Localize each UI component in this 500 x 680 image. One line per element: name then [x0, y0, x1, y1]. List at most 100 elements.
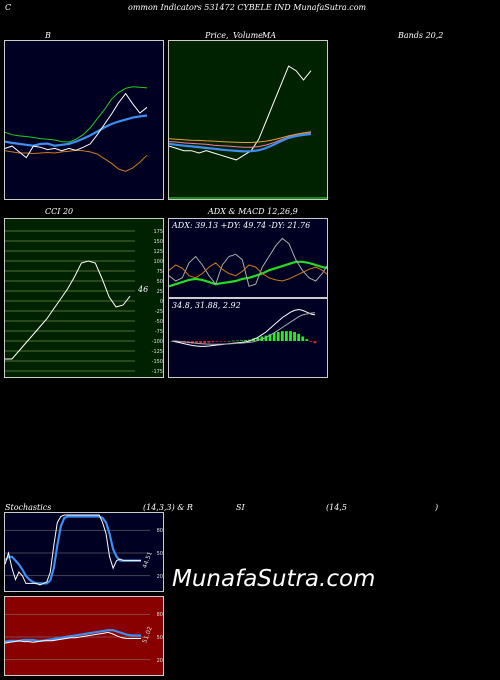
bands-label: Bands 20,2	[398, 31, 444, 40]
ma-label: MA	[262, 31, 276, 40]
adx-series-2	[169, 262, 327, 282]
rsi-si-label: SI	[236, 503, 245, 512]
macd-macd-line	[171, 308, 316, 347]
cci-tick-label: 50	[157, 279, 163, 285]
macd-histogram-bar	[235, 340, 239, 342]
cci-tick-label: -25	[155, 309, 163, 315]
macd-histogram-bar	[285, 331, 288, 341]
price-series-3	[169, 132, 312, 153]
page-title: ommon Indicators 531472 CYBELE IND Munaf…	[128, 3, 367, 12]
rsi-close-paren: )	[435, 503, 439, 512]
cci-tick-label: 75	[157, 269, 163, 275]
cci-tick-label: -150	[152, 359, 163, 365]
cci-tick-label: -75	[155, 329, 163, 335]
cci-tick-label: -125	[152, 349, 163, 355]
rsi-params: (14,5	[326, 503, 347, 512]
cci-annotation: 46	[137, 285, 148, 294]
bands-series-0	[5, 114, 148, 147]
rsi-tick-label: 50	[157, 635, 163, 641]
cci-title: CCI 20	[45, 207, 74, 216]
macd-histogram-bar	[293, 332, 296, 341]
cci-series-0	[5, 260, 131, 360]
cci-panel: 175 150 125 100 75 50 25 0 -25 -50 -75 -100 -125 -150…	[4, 218, 164, 378]
rsi-panel: 80 50 20 51.02	[4, 596, 164, 676]
adx-panel: ADX: 39.13 +DY: 49.74 -DY: 21.76	[168, 218, 328, 298]
macd-histogram-bar	[199, 341, 202, 344]
macd-histogram-bar	[211, 341, 215, 343]
stoch-tick-label: 80	[157, 528, 163, 534]
macd-histogram-bar	[289, 331, 292, 341]
bollinger-panel	[4, 40, 164, 200]
adx-series-0	[169, 260, 327, 288]
macd-histogram-bar	[227, 340, 231, 342]
cci-tick-label: 0	[160, 299, 163, 305]
adx-series-1	[169, 237, 327, 287]
macd-histogram-bar	[256, 337, 260, 341]
macd-histogram-bar	[264, 335, 268, 341]
cci-tick-label: 100	[153, 259, 163, 265]
cci-tick-label: 125	[153, 249, 163, 255]
macd-histogram-bar	[313, 341, 317, 344]
macd-chart: 34.8, 31.88, 2.92	[170, 301, 317, 347]
macd-histogram-bar	[244, 340, 247, 341]
price-series-1	[169, 131, 312, 143]
stoch-series-0	[5, 515, 141, 585]
rsi-annotation: 51.02	[141, 626, 154, 645]
cci-tick-label: -175	[152, 369, 163, 375]
macd-histogram-bar	[297, 333, 301, 341]
macd-histogram-bar	[248, 339, 252, 341]
adx-readout: ADX: 39.13 +DY: 49.74 -DY: 21.76	[171, 221, 310, 230]
macd-histogram-bar	[305, 339, 309, 341]
bands-series-2	[5, 149, 148, 172]
volume-label: Volume	[233, 31, 263, 40]
watermark: MunafaSutra.com	[172, 566, 376, 592]
macd-histogram-bar	[203, 341, 207, 344]
macd-histogram-bar	[223, 341, 227, 342]
macd-panel: 34.8, 31.88, 2.92	[168, 298, 328, 378]
stoch-title: Stochastics	[5, 503, 52, 512]
bands-series-3	[5, 92, 148, 159]
price-ma-chart	[169, 65, 327, 199]
macd-histogram-bar	[231, 340, 235, 342]
macd-histogram-bar	[240, 340, 243, 341]
rsi-tick-label: 80	[157, 612, 163, 618]
macd-histogram-bar	[276, 332, 280, 341]
price-label: Price,	[205, 31, 229, 40]
macd-histogram-bar	[195, 341, 198, 344]
cci-tick-label: -50	[155, 319, 163, 325]
price-ma-panel	[168, 40, 328, 200]
macd-histogram-bar	[252, 338, 256, 341]
macd-readout: 34.8, 31.88, 2.92	[172, 301, 241, 310]
bollinger-chart	[5, 86, 148, 172]
rsi-series-0	[5, 629, 141, 643]
bands-title-b: B	[45, 31, 51, 40]
cci-tick-label: 25	[157, 289, 163, 295]
bands-series-1	[5, 86, 148, 143]
rsi-series-1	[5, 631, 141, 644]
stoch-tick-label: 50	[157, 551, 163, 557]
macd-histogram-bar	[215, 341, 219, 342]
macd-histogram-bar	[207, 341, 211, 343]
stoch-tick-label: 20	[157, 574, 163, 580]
macd-histogram-bar	[280, 331, 284, 341]
adx-macd-title: ADX & MACD 12,26,9	[208, 207, 298, 216]
stoch-params: (14,3,3) & R	[143, 503, 193, 512]
cci-chart: 175 150 125 100 75 50 25 0 -25 -50 -75 -100 -125 -150…	[5, 229, 163, 375]
price-series-0	[169, 65, 312, 161]
macd-histogram-bar	[301, 336, 305, 341]
macd-histogram-bar	[272, 332, 276, 341]
adx-chart: ADX: 39.13 +DY: 49.74 -DY: 21.76	[169, 221, 327, 288]
stoch-series-1	[5, 514, 141, 586]
macd-histogram-bar	[268, 334, 272, 341]
header-left-char: C	[5, 3, 12, 12]
stoch-panel: 80 50 20 44.51	[4, 512, 164, 592]
rsi-chart: 80 50 20 51.02	[5, 612, 163, 664]
macd-signal-line	[172, 312, 316, 345]
cci-tick-label: 175	[153, 229, 163, 235]
stoch-annotation: 44.51	[141, 551, 154, 570]
cci-tick-label: -100	[152, 339, 163, 345]
rsi-tick-label: 20	[157, 658, 163, 664]
macd-histogram-bar	[309, 341, 313, 342]
